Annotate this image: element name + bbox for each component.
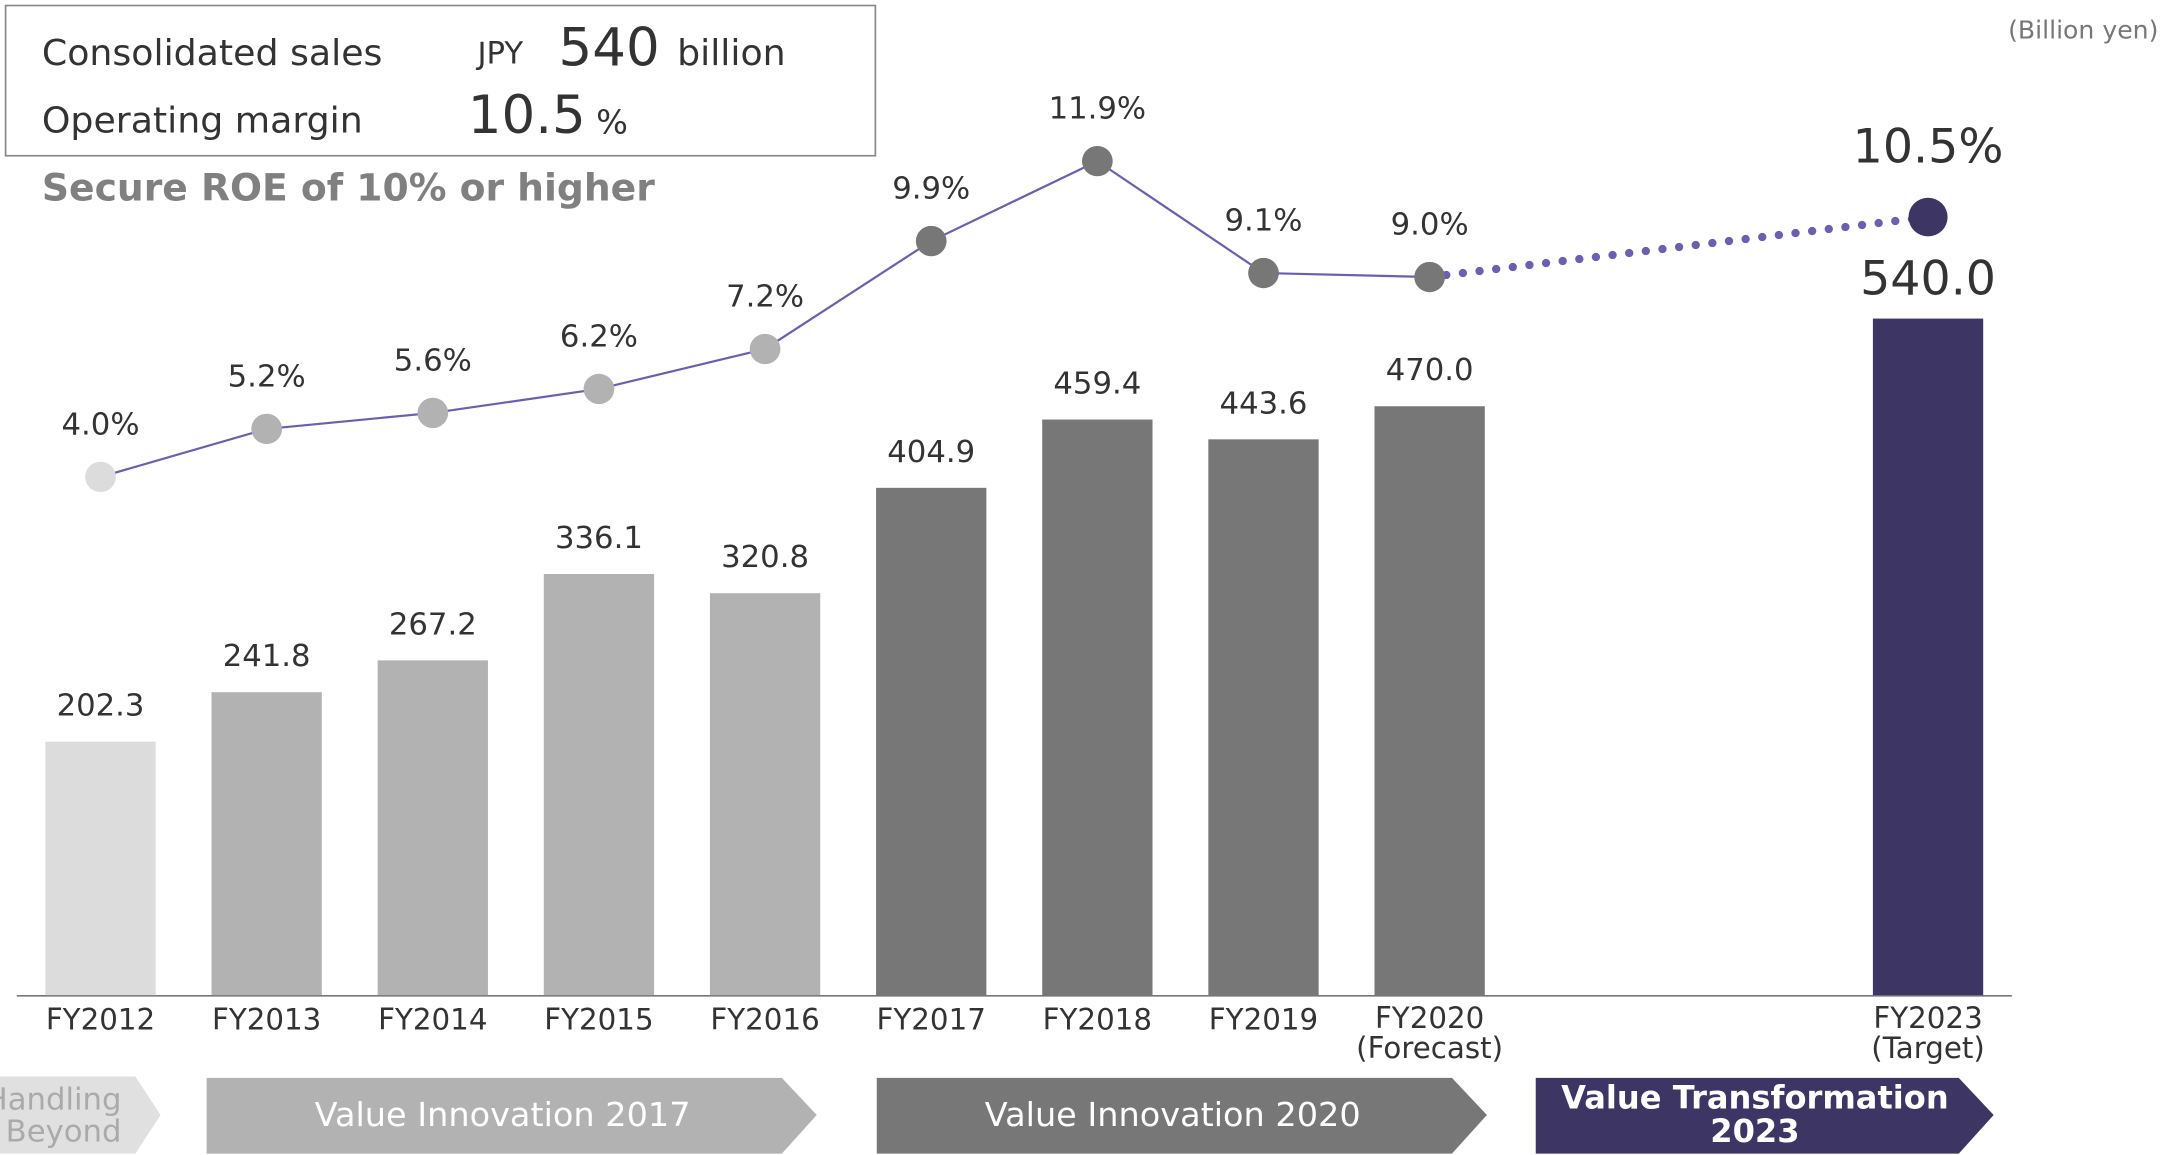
subtitle: Secure ROE of 10% or higher (42, 166, 655, 210)
roe-point (417, 397, 449, 429)
roe-target-line (1425, 212, 1933, 282)
phase-arrow (1535, 1077, 1994, 1154)
x-tick-label: FY2023 (Target) (1871, 1001, 1985, 1065)
margin-unit: % (596, 103, 628, 142)
phase-label: Handlingand Beyond (0, 1082, 121, 1149)
bar-value-label: 443.6 (1220, 387, 1308, 422)
bar-value-label: 202.3 (57, 689, 145, 724)
roe-value-label: 5.2% (228, 360, 306, 395)
phase-label: Value Innovation 2020 (985, 1095, 1361, 1134)
bar-value-label: 241.8 (223, 639, 311, 674)
bar (211, 692, 322, 996)
roe-point (1082, 145, 1113, 177)
x-tick-label: FY2019 (1209, 1002, 1318, 1036)
bar-value-label: 404.9 (887, 435, 975, 470)
margin-label: Operating margin (42, 100, 363, 142)
kpi-box (4, 4, 877, 157)
bar (543, 574, 655, 996)
x-tick-label: FY2013 (212, 1002, 321, 1036)
phase-label: Value Transformation 2023 (1561, 1079, 1949, 1150)
margin-value: 10.5 (468, 85, 586, 146)
bar-value-label: 336.1 (555, 521, 643, 556)
x-tick-label: FY2020 (Forecast) (1356, 1001, 1503, 1065)
roe-point (915, 225, 947, 257)
x-tick-label: FY2017 (877, 1002, 986, 1036)
roe-point (1414, 261, 1445, 293)
bar-value-label: 320.8 (721, 540, 809, 575)
roe-value-label: 6.2% (560, 320, 638, 355)
sales-unit: billion (677, 32, 786, 74)
roe-point (1908, 197, 1948, 237)
roe-point (251, 413, 283, 445)
phase-label: Value Innovation 2017 (315, 1095, 691, 1134)
bar (1374, 406, 1485, 996)
bar (1872, 318, 1984, 996)
bar (876, 487, 987, 996)
bar (709, 593, 821, 996)
roe-point (1248, 257, 1279, 289)
roe-point (749, 333, 781, 365)
x-tick-label: FY2018 (1043, 1002, 1152, 1036)
roe-value-label: 9.1% (1224, 204, 1302, 239)
roe-point (583, 373, 615, 405)
roe-value-label: 4.0% (62, 408, 140, 443)
x-tick-label: FY2014 (378, 1002, 487, 1036)
roe-value-label: 10.5% (1853, 120, 2004, 175)
bar (1042, 419, 1153, 996)
sales-value: 540 (558, 18, 659, 79)
sales-currency: JPY (475, 37, 523, 72)
bar-value-label: 470.0 (1386, 353, 1474, 388)
unit-label: (Billion yen) (2008, 16, 2158, 45)
phase-arrow (876, 1077, 1487, 1154)
phase-arrow (206, 1077, 817, 1154)
bar (377, 660, 488, 996)
roe-value-label: 5.6% (394, 344, 472, 379)
roe-value-label: 11.9% (1049, 92, 1147, 127)
sales-label: Consolidated sales (42, 32, 383, 74)
bar (45, 741, 156, 996)
roe-value-label: 9.9% (892, 172, 970, 207)
roe-value-label: 7.2% (726, 280, 804, 315)
roe-point (85, 461, 116, 493)
x-tick-label: FY2012 (46, 1002, 155, 1036)
phase-arrow (0, 1076, 161, 1154)
bar-value-label: 540.0 (1860, 252, 1996, 307)
bar (1208, 439, 1319, 996)
x-tick-label: FY2016 (710, 1002, 819, 1036)
bar-value-label: 459.4 (1053, 367, 1141, 402)
x-tick-label: FY2015 (544, 1002, 653, 1036)
roe-value-label: 9.0% (1391, 208, 1469, 243)
bar-value-label: 267.2 (389, 608, 477, 643)
